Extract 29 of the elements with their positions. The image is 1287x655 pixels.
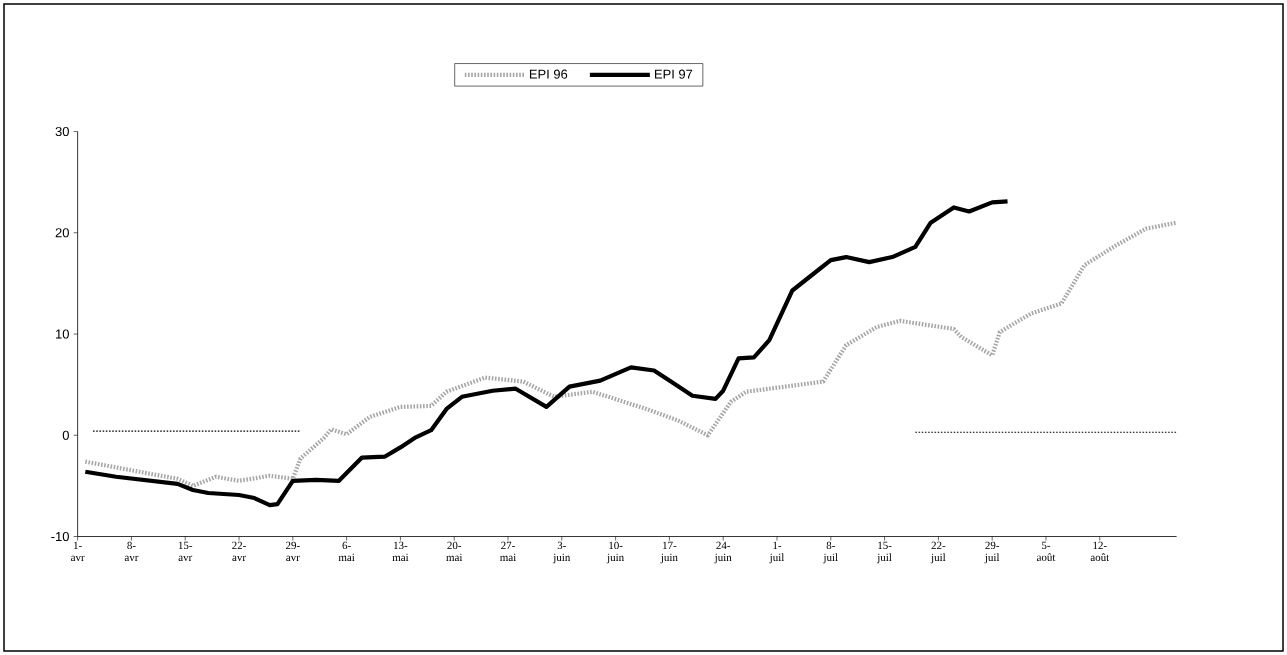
y-tick-label: 0 [62,430,69,440]
x-tick-label: 24- juin [714,541,732,564]
x-tick-label: 17- juin [660,541,678,564]
x-tick-label: 3- juin [552,541,571,564]
y-tick-label: 20 [55,228,69,238]
x-tick-label: 29- juil [984,541,1000,564]
x-tick-label: 5- août [1036,541,1056,561]
x-tick-label: 22- avr [232,541,246,562]
legend-label: EPI 97 [655,69,693,79]
x-tick-label: 20- mai [446,541,463,562]
y-tick-label: 10 [56,329,69,339]
x-tick-label: 1- avr [71,541,85,562]
x-tick-label: 8- juil [823,541,838,564]
x-tick-label: 27- mai [500,541,517,562]
x-tick-label: 12- août [1090,541,1110,562]
x-tick-label: 29- avr [286,541,300,562]
x-tick-label: 22- juil [930,541,946,564]
x-tick-label: 15- juil [876,541,892,564]
y-tick-label: 30 [55,126,69,137]
x-tick-label: 1- juil [769,541,785,564]
x-tick-label: 6- mai [338,541,355,562]
line-series [83,220,1177,488]
x-tick-label: 13- mai [392,541,409,562]
y-tick-label: -10 [51,531,69,542]
legend-label: EPI 96 [529,69,568,79]
x-tick-label: 10- juin [606,541,624,564]
line-series [83,199,1010,508]
x-tick-label: 8- avr [124,541,139,562]
x-tick-label: 15- avr [178,541,193,562]
